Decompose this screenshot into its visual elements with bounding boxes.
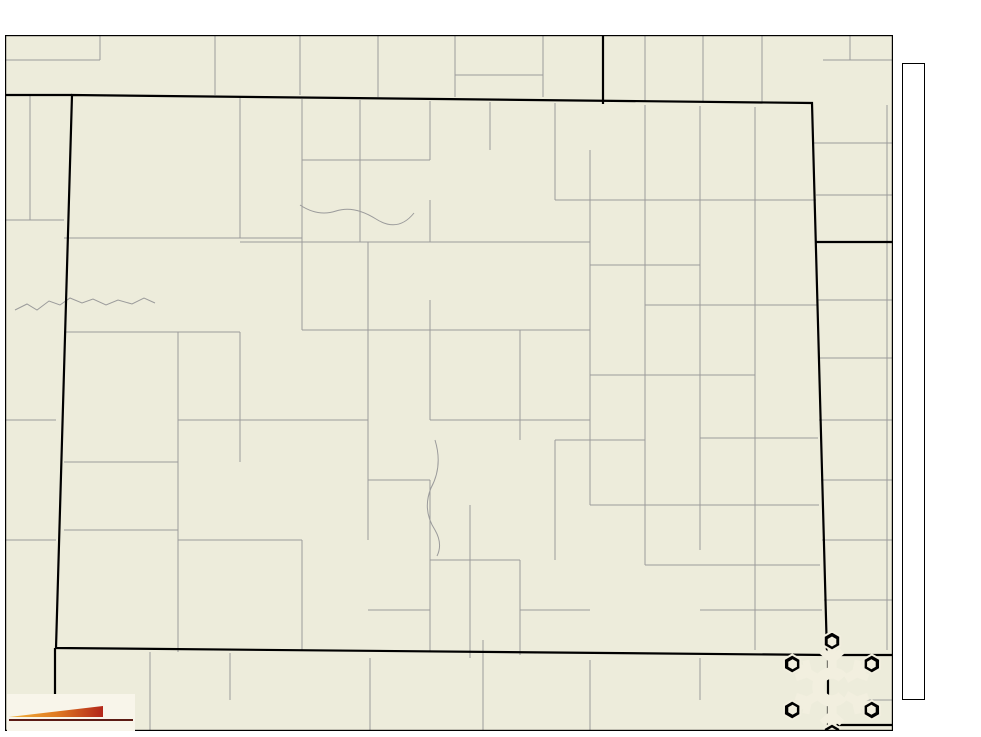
acis-divider (9, 719, 133, 721)
county-lines-colorado (64, 97, 822, 658)
acis-logo (7, 694, 135, 731)
snowflake-logo (779, 632, 885, 737)
colorbar (902, 63, 925, 700)
map-background (5, 35, 893, 731)
river-lines (14, 204, 441, 557)
acis-swoosh-graphic (9, 706, 103, 717)
county-lines-neighbor-states (5, 35, 893, 731)
